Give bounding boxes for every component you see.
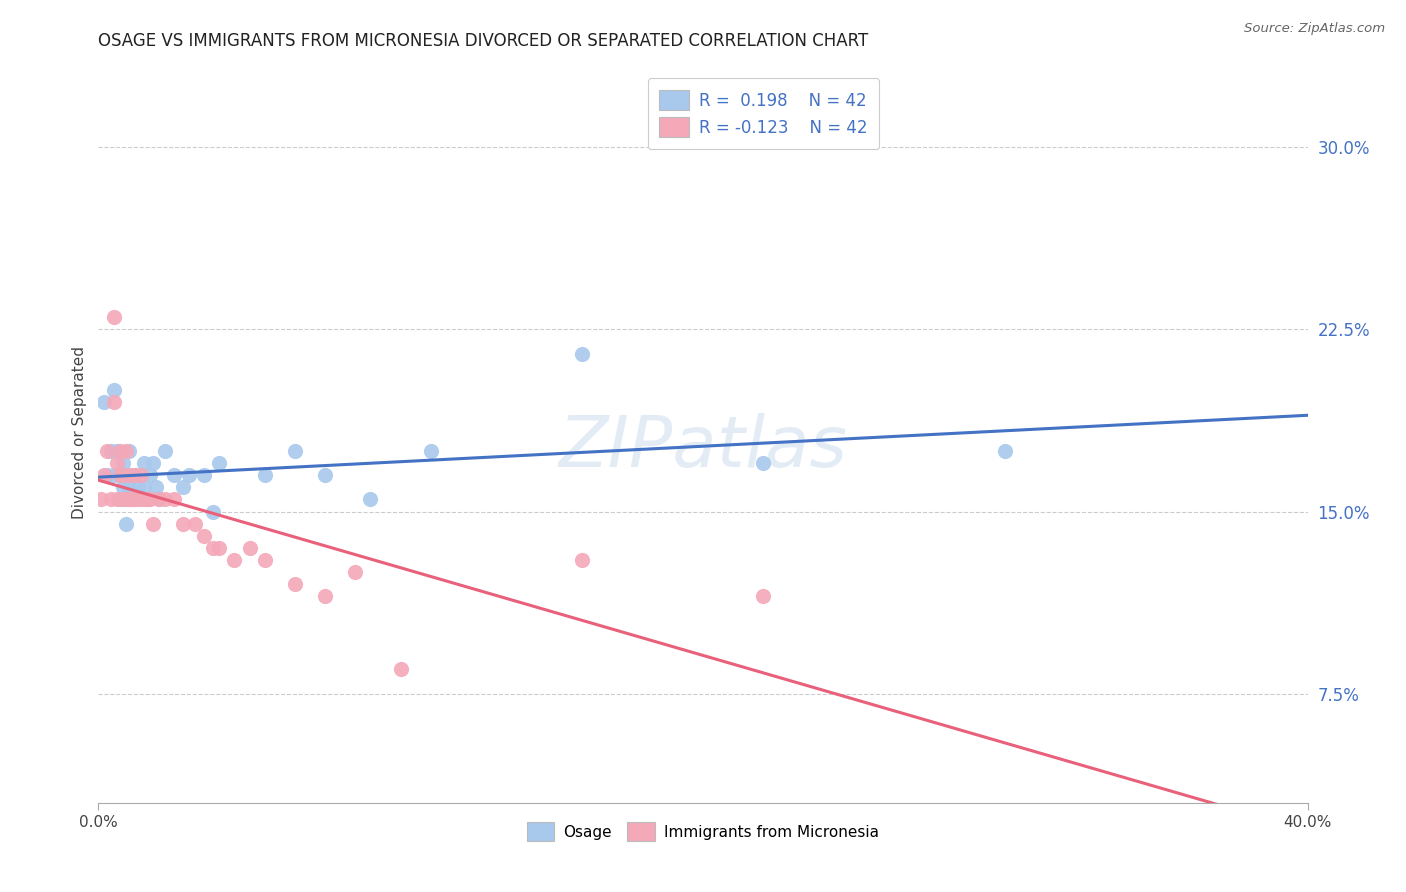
Point: [142, 456, 165, 470]
Point: [184, 516, 207, 531]
Point: [179, 468, 201, 483]
Point: [360, 492, 382, 507]
Point: [752, 456, 775, 470]
Point: [148, 492, 170, 507]
Point: [124, 492, 146, 507]
Point: [108, 443, 131, 458]
Point: [114, 492, 136, 507]
Point: [224, 553, 246, 567]
Point: [111, 480, 134, 494]
Point: [108, 468, 131, 483]
Point: [153, 443, 176, 458]
Point: [103, 310, 125, 325]
Point: [193, 529, 215, 543]
Point: [93, 395, 115, 409]
Point: [193, 468, 215, 483]
Point: [752, 590, 775, 604]
Point: [118, 443, 141, 458]
Point: [118, 492, 141, 507]
Point: [124, 468, 146, 483]
Point: [132, 456, 155, 470]
Point: [111, 468, 134, 483]
Point: [994, 443, 1017, 458]
Point: [139, 468, 162, 483]
Point: [139, 492, 162, 507]
Point: [163, 468, 186, 483]
Point: [105, 443, 128, 458]
Text: Source: ZipAtlas.com: Source: ZipAtlas.com: [1244, 22, 1385, 36]
Point: [344, 565, 367, 579]
Point: [103, 395, 125, 409]
Point: [121, 492, 143, 507]
Text: ZIPatlas: ZIPatlas: [558, 413, 848, 482]
Point: [103, 383, 125, 397]
Point: [208, 541, 231, 555]
Y-axis label: Divorced or Separated: Divorced or Separated: [72, 346, 87, 519]
Point: [314, 468, 336, 483]
Point: [253, 468, 276, 483]
Point: [172, 480, 194, 494]
Text: OSAGE VS IMMIGRANTS FROM MICRONESIA DIVORCED OR SEPARATED CORRELATION CHART: OSAGE VS IMMIGRANTS FROM MICRONESIA DIVO…: [98, 32, 869, 50]
Point: [114, 492, 136, 507]
Point: [93, 468, 115, 483]
Legend: Osage, Immigrants from Micronesia: Osage, Immigrants from Micronesia: [520, 816, 886, 847]
Point: [100, 492, 122, 507]
Point: [571, 347, 593, 361]
Point: [202, 504, 225, 518]
Point: [132, 492, 155, 507]
Point: [90, 492, 112, 507]
Point: [129, 492, 152, 507]
Point: [420, 443, 443, 458]
Point: [172, 516, 194, 531]
Point: [96, 468, 118, 483]
Point: [142, 516, 165, 531]
Point: [148, 492, 170, 507]
Point: [121, 468, 143, 483]
Point: [108, 492, 131, 507]
Point: [105, 456, 128, 470]
Point: [100, 443, 122, 458]
Point: [121, 492, 143, 507]
Point: [284, 443, 307, 458]
Point: [105, 492, 128, 507]
Point: [127, 480, 149, 494]
Point: [124, 492, 146, 507]
Point: [202, 541, 225, 555]
Point: [103, 468, 125, 483]
Point: [135, 492, 157, 507]
Point: [111, 492, 134, 507]
Point: [129, 468, 152, 483]
Point: [253, 553, 276, 567]
Point: [96, 443, 118, 458]
Point: [118, 468, 141, 483]
Point: [135, 492, 157, 507]
Point: [127, 492, 149, 507]
Point: [314, 590, 336, 604]
Point: [163, 492, 186, 507]
Point: [124, 468, 146, 483]
Point: [389, 662, 412, 676]
Point: [132, 480, 155, 494]
Point: [284, 577, 307, 591]
Point: [114, 516, 136, 531]
Point: [208, 456, 231, 470]
Point: [153, 492, 176, 507]
Point: [114, 443, 136, 458]
Point: [145, 480, 167, 494]
Point: [111, 456, 134, 470]
Point: [571, 553, 593, 567]
Point: [239, 541, 262, 555]
Point: [108, 468, 131, 483]
Point: [118, 480, 141, 494]
